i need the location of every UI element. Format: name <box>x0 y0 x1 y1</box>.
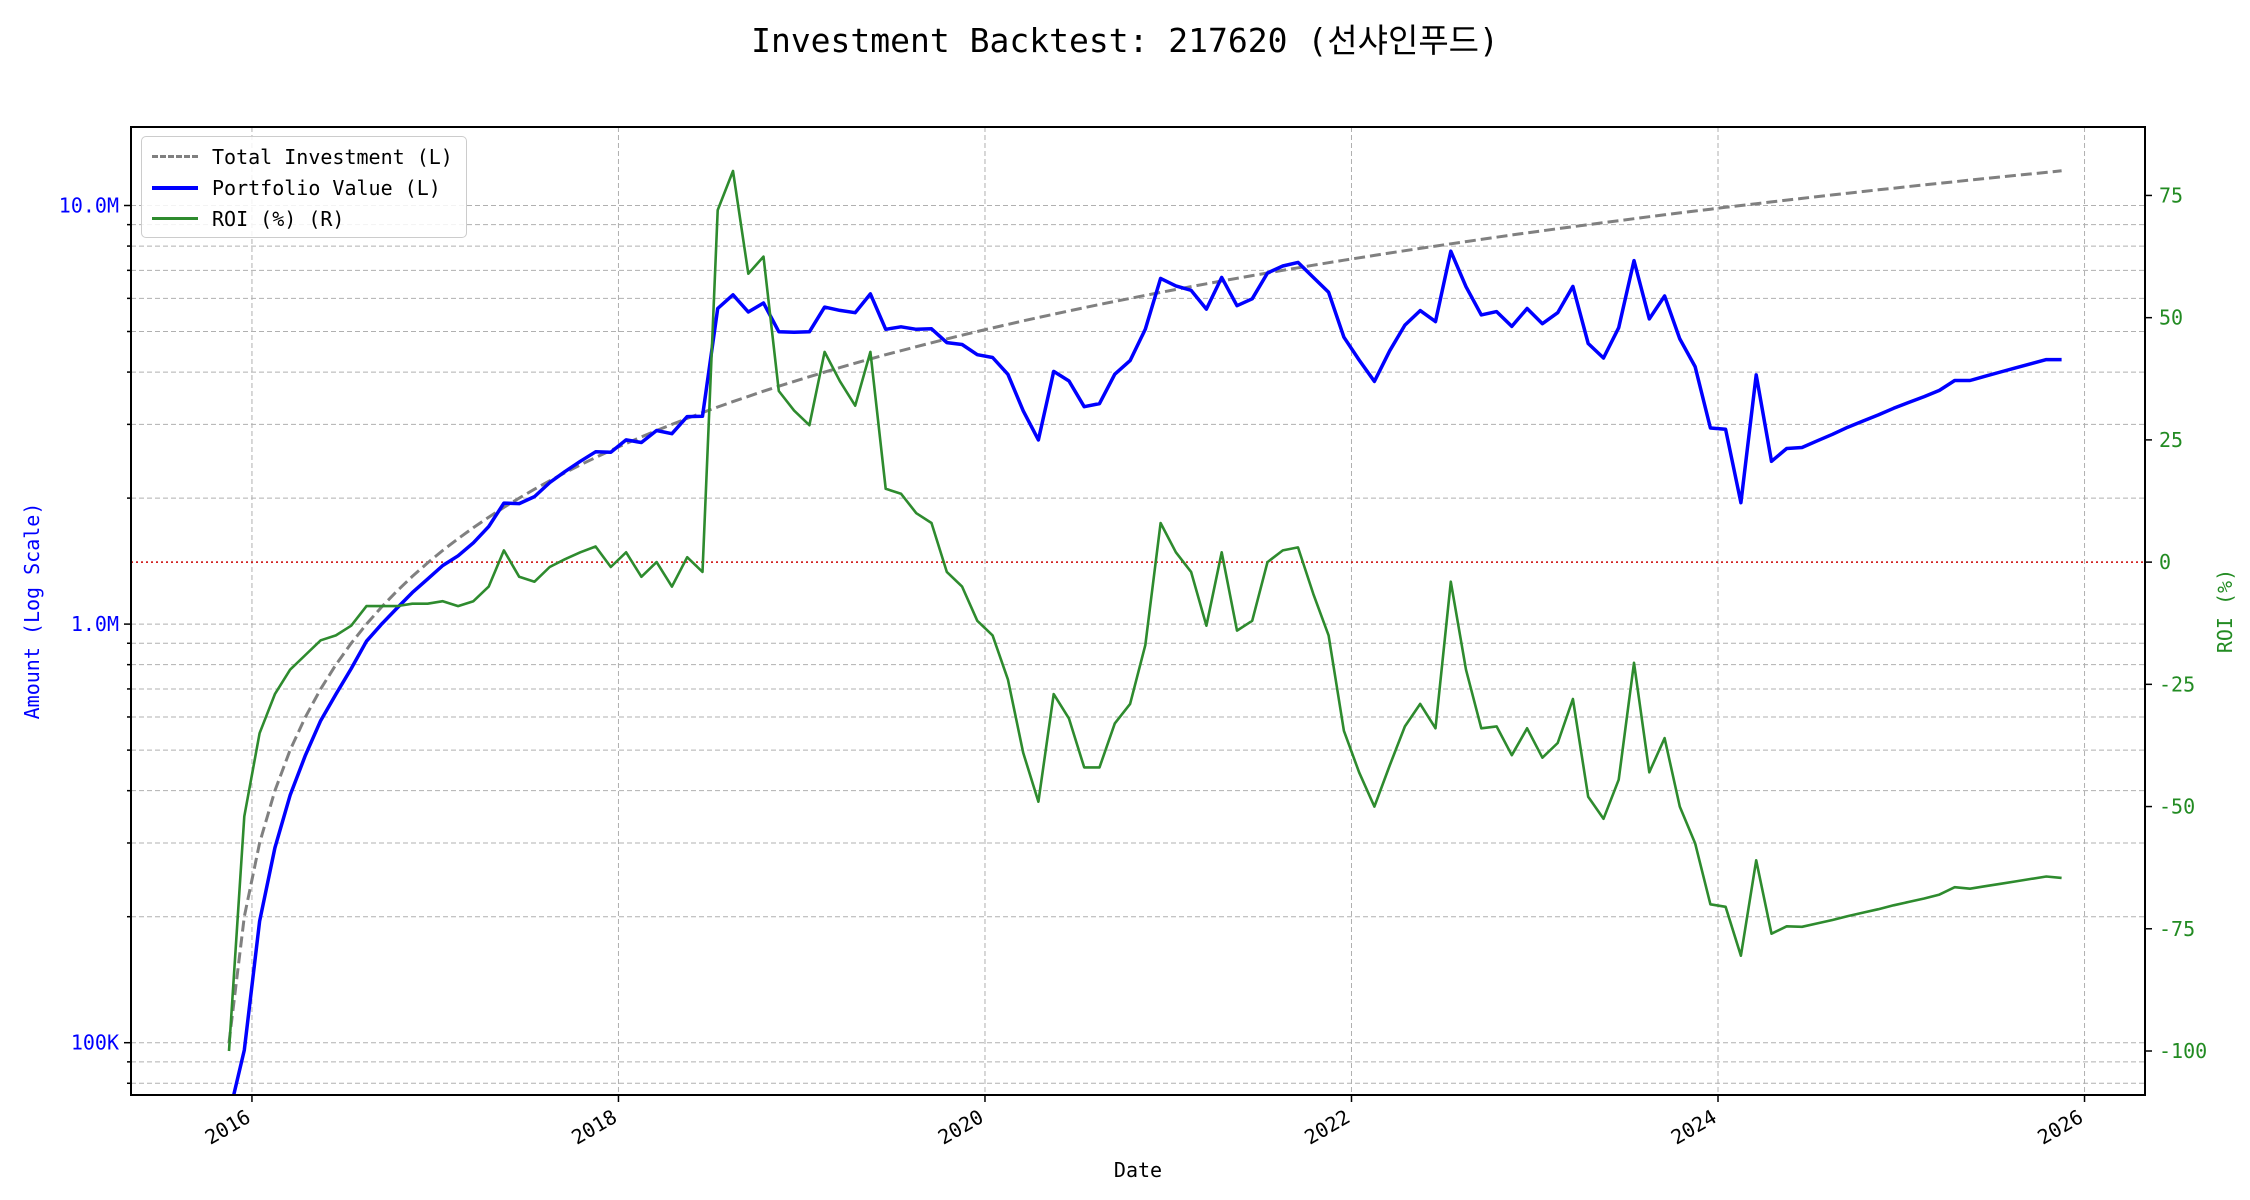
series-lines <box>227 169 2062 1095</box>
legend: Total Investment (L) Portfolio Value (L)… <box>141 136 467 238</box>
left-tick-label: 100K <box>71 1031 119 1055</box>
x-axis-label: Date <box>1113 1158 1163 1182</box>
x-tick-label: 2022 <box>1300 1105 1354 1150</box>
right-tick-label: -75 <box>2159 917 2195 941</box>
roi-line <box>227 169 2062 1052</box>
total-investment-line <box>227 169 2062 1043</box>
legend-item-total-investment: Total Investment (L) <box>152 141 456 172</box>
left-axis-ticks: 100K 1.0M 10.0M <box>59 193 131 1085</box>
legend-swatch-blue <box>152 185 198 190</box>
right-tick-label: 0 <box>2159 550 2171 574</box>
y-axis-left-label: Amount (Log Scale) <box>20 502 44 720</box>
x-tick-label: 2026 <box>2033 1105 2087 1150</box>
right-tick-label: 25 <box>2159 428 2183 452</box>
legend-item-roi: ROI (%) (R) <box>152 203 456 234</box>
plot-frame <box>130 126 2146 1096</box>
chart-title: Investment Backtest: 217620 (선샤인푸드) <box>751 21 1499 60</box>
x-tick-label: 2018 <box>567 1105 621 1150</box>
x-axis-ticks: 2016 2018 2020 2022 2024 2026 <box>201 1095 2087 1149</box>
legend-item-portfolio-value: Portfolio Value (L) <box>152 172 456 203</box>
x-tick-label: 2024 <box>1667 1105 1721 1150</box>
right-tick-label: -50 <box>2159 795 2195 819</box>
grid-lines <box>131 127 2145 1095</box>
right-tick-label: -100 <box>2159 1039 2207 1063</box>
legend-label: Portfolio Value (L) <box>212 175 441 200</box>
x-tick-label: 2016 <box>201 1105 255 1150</box>
left-tick-label: 1.0M <box>71 612 119 636</box>
legend-label: Total Investment (L) <box>212 144 453 169</box>
legend-swatch-dashed-gray <box>152 155 198 158</box>
legend-swatch-green <box>152 217 198 220</box>
x-tick-label: 2020 <box>934 1105 988 1150</box>
right-tick-label: 75 <box>2159 183 2183 207</box>
left-tick-label: 10.0M <box>59 193 119 217</box>
right-tick-label: -25 <box>2159 672 2195 696</box>
y-axis-right-label: ROI (%) <box>2213 568 2237 654</box>
right-axis-ticks: 75 50 25 0 -25 -50 -75 -100 <box>2145 183 2207 1063</box>
right-tick-label: 50 <box>2159 306 2183 330</box>
portfolio-value-line <box>231 249 2062 1095</box>
legend-label: ROI (%) (R) <box>212 206 345 231</box>
